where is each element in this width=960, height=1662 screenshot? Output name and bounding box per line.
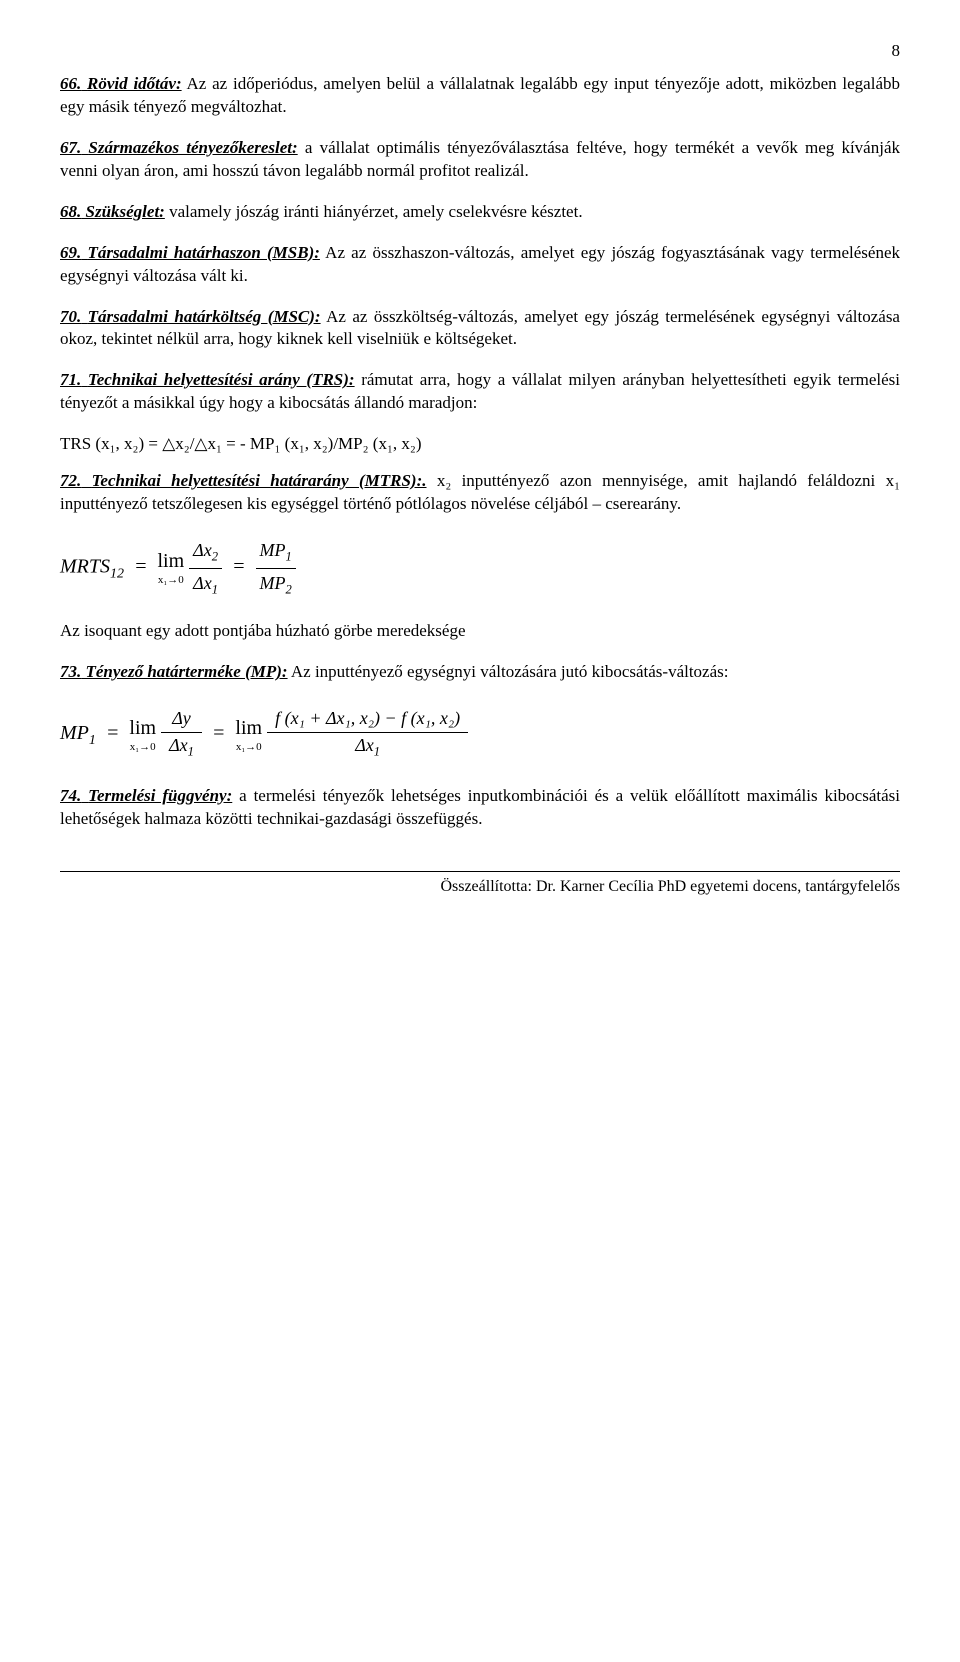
mrts-formula: MRTS12 = limx₁→0 Δx2 Δx1 = MP1 MP2 [60,538,900,598]
entry-body: valamely jószág iránti hiányérzet, amely… [165,202,583,221]
entry-body: Az az időperiódus, amelyen belül a válla… [60,74,900,116]
entry-term: 67. Származékos tényezőkereslet: [60,138,298,157]
entry-term: 66. Rövid időtáv: [60,74,182,93]
isoquant-text: Az isoquant egy adott pontjába húzható g… [60,620,900,643]
entry-68: 68. Szükséglet: valamely jószág iránti h… [60,201,900,224]
trs-formula: TRS (x₁, x₂) = △x₂/△x₁ = - MP₁ (x₁, x₂)/… [60,433,900,456]
footer-text: Összeállította: Dr. Karner Cecília PhD e… [60,871,900,898]
entry-term: 69. Társadalmi határhaszon (MSB): [60,243,320,262]
entry-term: 68. Szükséglet: [60,202,165,221]
entry-67: 67. Származékos tényezőkereslet: a válla… [60,137,900,183]
entry-term: 74. Termelési függvény: [60,786,232,805]
entry-74: 74. Termelési függvény: a termelési tény… [60,785,900,831]
entry-72: 72. Technikai helyettesítési határarány … [60,470,900,516]
entry-66: 66. Rövid időtáv: Az az időperiódus, ame… [60,73,900,119]
page-number: 8 [60,40,900,63]
entry-term: 70. Társadalmi határköltség (MSC): [60,307,321,326]
entry-70: 70. Társadalmi határköltség (MSC): Az az… [60,306,900,352]
entry-71: 71. Technikai helyettesítési arány (TRS)… [60,369,900,415]
entry-term: 71. Technikai helyettesítési arány (TRS)… [60,370,355,389]
entry-body: Az inputtényező egységnyi változására ju… [288,662,729,681]
entry-term: 73. Tényező határterméke (MP): [60,662,288,681]
entry-73: 73. Tényező határterméke (MP): Az inputt… [60,661,900,684]
entry-term: 72. Technikai helyettesítési határarány … [60,471,427,490]
mp-formula: MP1 = limx₁→0 Δy Δx1 = limx₁→0 f (x₁ + Δ… [60,706,900,763]
entry-69: 69. Társadalmi határhaszon (MSB): Az az … [60,242,900,288]
